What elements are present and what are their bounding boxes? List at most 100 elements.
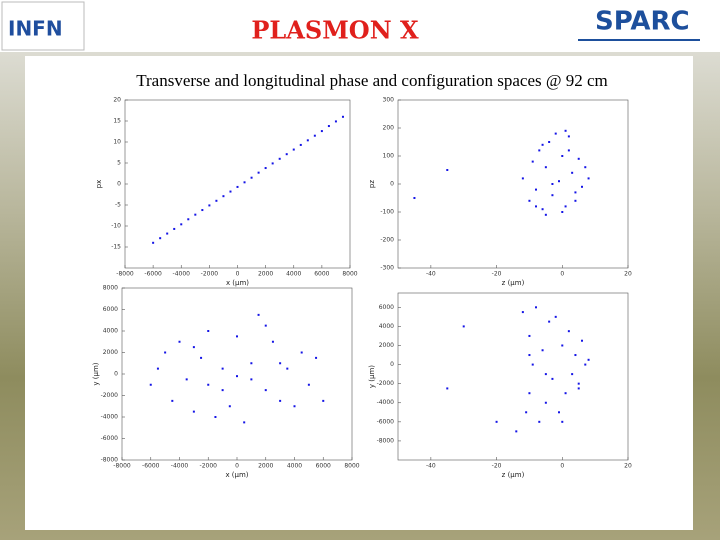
point	[178, 340, 181, 343]
point	[587, 177, 590, 180]
point	[567, 135, 570, 138]
point	[548, 320, 551, 323]
point	[528, 392, 531, 395]
y-tick-label: -6000	[377, 418, 395, 425]
point	[495, 420, 498, 423]
point	[229, 190, 232, 193]
point	[561, 344, 564, 347]
point	[214, 416, 217, 418]
point	[293, 405, 296, 408]
y-tick-label: -8000	[101, 457, 119, 464]
logo-box	[1, 1, 85, 51]
point	[587, 358, 590, 361]
x-tick-label: -20	[492, 463, 502, 470]
point	[581, 339, 583, 342]
point	[192, 410, 195, 413]
header-title: PLASMON X	[251, 16, 419, 45]
point	[577, 382, 580, 385]
y-tick-label: -8000	[377, 437, 395, 444]
point	[250, 362, 253, 365]
point	[521, 177, 524, 180]
y-tick-label: 200	[383, 125, 395, 132]
point	[528, 199, 531, 202]
point	[228, 405, 231, 408]
y-tick-label: -5	[115, 202, 121, 209]
x-tick-label: 0	[560, 463, 564, 470]
point	[528, 354, 531, 357]
point	[341, 115, 344, 118]
x-tick-label: -40	[426, 271, 436, 278]
y-axis-label: px	[95, 180, 103, 189]
x-tick-label: 6000	[316, 463, 331, 470]
y-tick-label: -2000	[101, 392, 119, 399]
x-tick-label: -4000	[173, 271, 191, 278]
point	[313, 134, 316, 137]
y-axis-label: y (μm)	[92, 362, 100, 385]
x-tick-label: -8000	[116, 271, 134, 278]
point	[538, 420, 541, 423]
y-tick-label: -2000	[377, 380, 395, 387]
charts: -8000 -6000 -4000 -2000 0 2000 4000 6000 8000-15…	[92, 97, 632, 480]
y-tick-label: 4000	[379, 323, 394, 330]
point	[250, 378, 253, 381]
point	[243, 181, 246, 184]
point	[315, 356, 318, 359]
point	[279, 362, 282, 365]
point	[544, 401, 547, 404]
point	[243, 421, 246, 424]
point	[222, 195, 225, 198]
point	[320, 130, 323, 133]
y-axis-label: pz	[368, 180, 376, 188]
point	[541, 143, 544, 146]
plot-frame	[397, 292, 629, 461]
point	[413, 197, 416, 199]
x-tick-label: 0	[236, 271, 240, 278]
y-tick-label: -300	[380, 265, 394, 272]
point	[548, 141, 551, 143]
point	[327, 125, 330, 128]
y-tick-label: -4000	[101, 414, 119, 421]
point	[236, 375, 238, 378]
point	[257, 171, 260, 174]
point	[528, 334, 531, 337]
point	[584, 363, 587, 366]
point	[159, 237, 162, 240]
point	[271, 340, 274, 343]
point	[201, 209, 204, 212]
point	[271, 162, 274, 165]
y-tick-label: -10	[111, 223, 121, 230]
point	[561, 155, 564, 157]
point	[535, 188, 537, 191]
point	[185, 378, 188, 381]
point	[564, 129, 567, 132]
point	[180, 223, 183, 226]
point	[567, 149, 570, 152]
y-tick-label: 2000	[103, 349, 118, 356]
y-tick-label: 10	[113, 139, 121, 146]
point	[535, 205, 537, 208]
subtitle: Transverse and longitudinal phase and co…	[136, 71, 608, 90]
point	[236, 335, 238, 338]
point	[544, 373, 547, 376]
point	[166, 232, 169, 235]
point	[278, 157, 281, 160]
point	[300, 351, 303, 354]
y-axis-label: y (μm)	[368, 365, 376, 388]
point	[173, 227, 176, 230]
y-tick-label: 5	[117, 160, 121, 167]
point	[292, 148, 295, 151]
x-tick-label: 8000	[342, 271, 357, 278]
point	[535, 306, 537, 309]
point	[554, 315, 557, 318]
y-tick-label: -100	[380, 209, 394, 216]
point	[551, 194, 554, 197]
point	[264, 167, 267, 170]
point	[264, 324, 267, 327]
y-tick-label: 0	[390, 361, 394, 368]
x-tick-label: -2000	[201, 271, 219, 278]
point	[257, 313, 260, 316]
point	[334, 120, 337, 123]
x-tick-label: 6000	[314, 271, 329, 278]
point	[156, 367, 159, 370]
